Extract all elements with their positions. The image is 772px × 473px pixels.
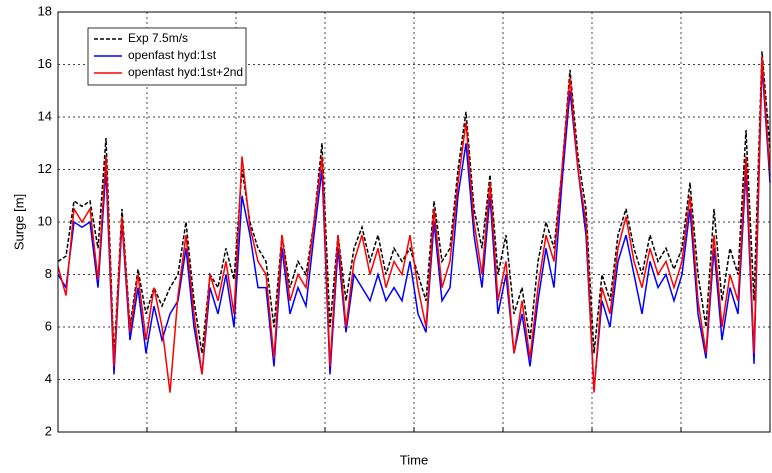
y-tick-label: 10: [38, 213, 52, 228]
x-axis-label: Time: [400, 452, 428, 467]
legend-label: openfast hyd:1st: [128, 48, 217, 62]
y-tick-label: 12: [38, 161, 52, 176]
y-tick-label: 18: [38, 3, 52, 18]
y-tick-label: 4: [45, 371, 52, 386]
plot-frame: [57, 11, 771, 433]
y-tick-label: 16: [38, 56, 52, 71]
y-tick-label: 6: [45, 318, 52, 333]
y-tick-label: 8: [45, 266, 52, 281]
legend-label: openfast hyd:1st+2nd: [128, 65, 243, 79]
y-axis-label: Surge [m]: [11, 194, 26, 250]
y-tick-label: 14: [38, 108, 52, 123]
y-tick-label: 2: [45, 423, 52, 438]
series-line: [57, 56, 771, 393]
legend-label: Exp 7.5m/s: [128, 31, 188, 45]
